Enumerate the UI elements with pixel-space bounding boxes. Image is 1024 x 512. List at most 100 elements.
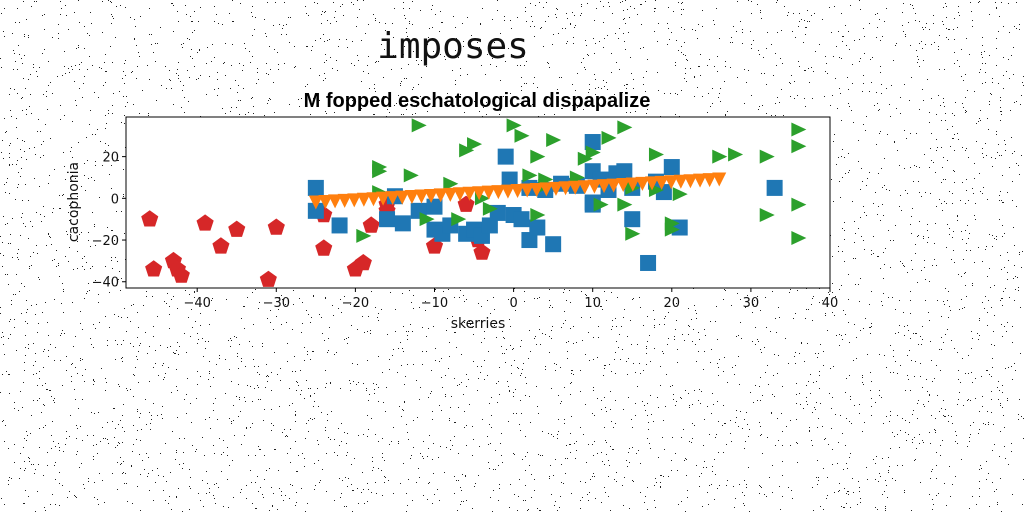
plot-frame xyxy=(125,116,831,289)
trend-marker xyxy=(529,182,544,197)
x-tick-label: −10 xyxy=(421,296,448,311)
data-point xyxy=(617,197,633,212)
data-point xyxy=(712,149,728,164)
trend-marker xyxy=(616,178,631,193)
data-point xyxy=(394,215,411,232)
data-point xyxy=(601,130,617,145)
data-point xyxy=(624,211,641,228)
data-point xyxy=(593,197,609,212)
data-point xyxy=(426,198,443,215)
data-point xyxy=(307,179,324,196)
data-point xyxy=(443,176,459,191)
trend-marker xyxy=(385,191,400,206)
trend-marker xyxy=(539,182,554,197)
chart-title: M fopped eschatological dispapalize xyxy=(304,90,651,112)
data-point xyxy=(451,212,467,227)
data-point xyxy=(728,147,744,162)
trend-marker xyxy=(548,181,563,196)
data-point xyxy=(307,202,324,219)
data-point xyxy=(331,217,348,234)
data-point xyxy=(411,118,427,133)
trend-marker xyxy=(558,181,573,196)
trend-marker xyxy=(596,179,611,194)
trend-marker xyxy=(673,174,688,189)
y-tick-label: 20 xyxy=(102,151,119,166)
x-axis: −40 −30 −20 −10 0 10 20 30 40 xyxy=(183,288,838,311)
data-point xyxy=(617,120,633,135)
trend-marker xyxy=(318,194,333,209)
data-point xyxy=(372,164,388,179)
trend-marker xyxy=(712,172,727,187)
data-point xyxy=(501,171,518,188)
data-point xyxy=(514,128,530,143)
data-point xyxy=(172,266,190,283)
x-tick-label: 20 xyxy=(664,296,681,311)
trend-marker xyxy=(683,174,698,189)
trend-marker xyxy=(654,175,669,190)
data-point xyxy=(655,184,672,201)
data-point xyxy=(530,208,546,223)
trend-marker xyxy=(568,180,583,195)
trend-marker xyxy=(606,178,621,193)
trend-marker xyxy=(395,190,410,205)
data-point xyxy=(379,211,396,228)
y-axis: −40 −20 0 20 xyxy=(92,151,126,291)
trend-marker xyxy=(462,186,477,201)
data-point xyxy=(482,201,498,216)
trend-marker xyxy=(664,175,679,190)
data-point xyxy=(419,212,435,227)
data-point xyxy=(315,239,333,256)
trend-marker xyxy=(404,190,419,205)
data-point xyxy=(267,218,285,235)
x-tick-label: 10 xyxy=(584,296,601,311)
data-point xyxy=(141,210,159,227)
data-point xyxy=(791,122,807,137)
data-point xyxy=(513,211,530,228)
y-tick-label: 0 xyxy=(111,192,119,207)
data-point xyxy=(577,151,593,166)
x-tick-label: 40 xyxy=(822,296,839,311)
trend-marker xyxy=(356,192,371,207)
trend-marker xyxy=(702,173,717,188)
data-point xyxy=(259,270,277,287)
trend-marker xyxy=(510,184,525,199)
trend-marker xyxy=(366,192,381,207)
chart-marks xyxy=(141,118,807,287)
trend-marker xyxy=(481,185,496,200)
data-point xyxy=(616,163,633,180)
data-point xyxy=(664,216,680,231)
data-point xyxy=(545,236,562,253)
trend-marker xyxy=(577,180,592,195)
trend-marker xyxy=(587,179,602,194)
data-point xyxy=(791,230,807,245)
y-tick-label: −20 xyxy=(92,234,119,249)
data-point xyxy=(196,214,214,231)
data-point xyxy=(354,254,372,271)
data-point xyxy=(759,149,775,164)
data-point xyxy=(640,254,657,271)
trend-marker xyxy=(625,177,640,192)
y-tick-label: −40 xyxy=(92,276,119,291)
data-point xyxy=(467,137,483,152)
trend-marker xyxy=(347,193,362,208)
data-point xyxy=(648,147,664,162)
data-point xyxy=(529,219,546,236)
data-point xyxy=(145,260,163,277)
x-tick-label: 0 xyxy=(509,296,517,311)
trend-marker xyxy=(635,176,650,191)
data-point xyxy=(459,143,475,158)
figure-title: imposes xyxy=(377,26,529,67)
data-point xyxy=(530,149,546,164)
trend-marker xyxy=(337,193,352,208)
trend-marker xyxy=(472,186,487,201)
data-point xyxy=(506,118,522,133)
x-tick-label: −30 xyxy=(263,296,290,311)
y-axis-label: cacophonia xyxy=(66,162,82,242)
trend-marker xyxy=(520,183,535,198)
data-point xyxy=(356,228,372,243)
data-point xyxy=(481,217,498,234)
data-point xyxy=(546,132,562,147)
trend-marker xyxy=(376,191,391,206)
trend-marker xyxy=(500,184,515,199)
x-tick-label: −20 xyxy=(342,296,369,311)
